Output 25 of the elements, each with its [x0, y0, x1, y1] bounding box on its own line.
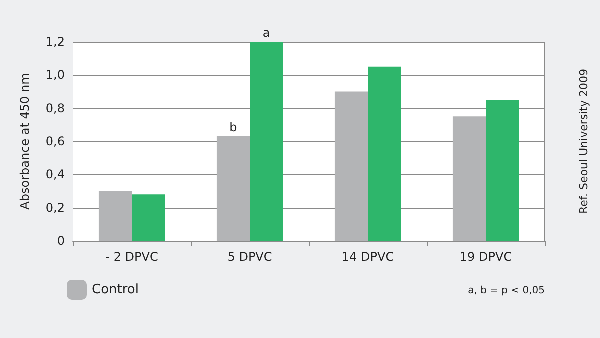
legend-label: Control [92, 282, 139, 298]
x-tick-label: 19 DPVC [460, 250, 512, 264]
bar [250, 42, 284, 241]
y-tick-label: 0 [57, 234, 65, 248]
y-tick-label: 0,8 [46, 101, 65, 116]
text: Ref. Seoul University 2009 [578, 69, 590, 214]
y-tick-label: 0,6 [46, 134, 65, 148]
y-tick-label: 0,2 [46, 200, 65, 215]
annotation: a [262, 26, 270, 40]
y-tick-label: 1,2 [46, 35, 65, 49]
y-axis-title: Absorbance at 450 nm [18, 73, 32, 210]
x-tick-label: 14 DPVC [342, 250, 394, 264]
bar [334, 92, 368, 241]
x-tick-label: 5 DPVC [228, 250, 272, 264]
bar [486, 100, 520, 241]
text: a, b = p < 0,05 [468, 286, 546, 296]
bar [132, 194, 166, 241]
bar [216, 136, 250, 241]
y-tick-label: 1,0 [46, 68, 65, 82]
y-tick-label: 0,4 [46, 168, 65, 182]
bar [452, 116, 486, 241]
annotation: b [230, 120, 238, 135]
bar [98, 191, 132, 241]
x-tick-label: - 2 DPVC [106, 250, 158, 264]
bar [368, 66, 402, 241]
